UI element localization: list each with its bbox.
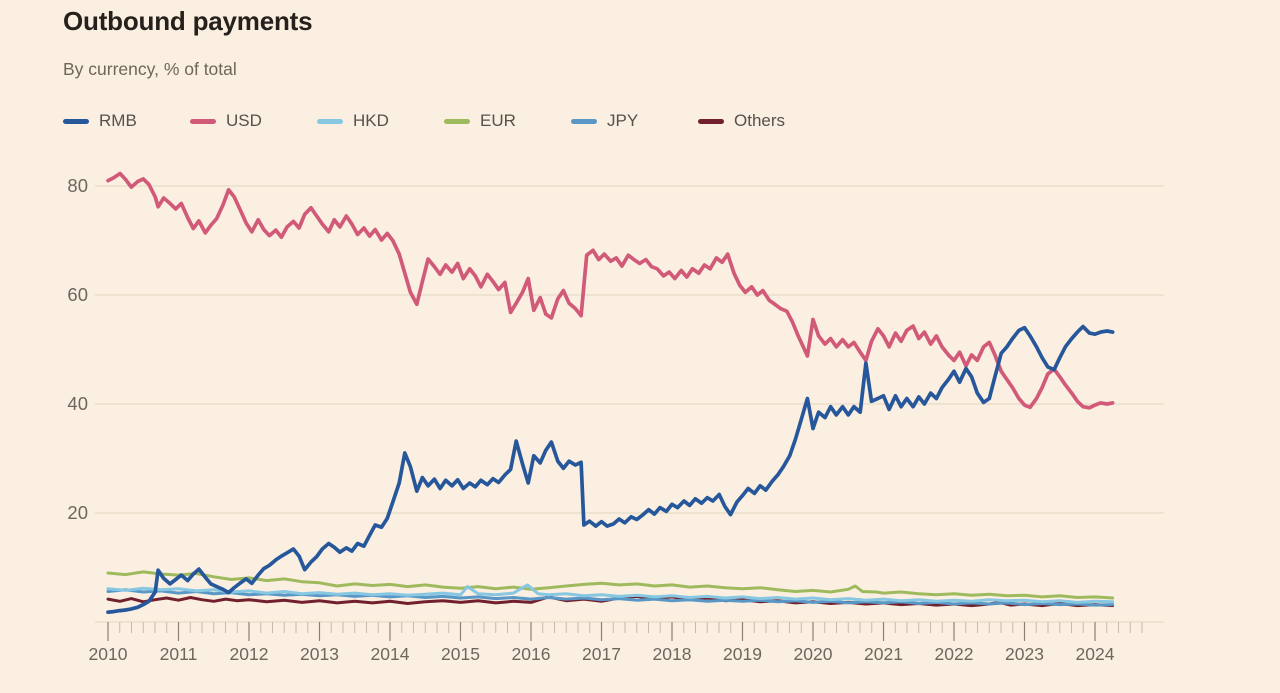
legend-label-hkd: HKD — [353, 111, 389, 130]
legend-label-usd: USD — [226, 111, 262, 130]
series-line-rmb — [106, 324, 1115, 615]
legend-label-rmb: RMB — [99, 111, 137, 130]
y-axis-tick-label: 20 — [67, 502, 88, 523]
series-line-eur — [106, 570, 1115, 600]
x-axis-tick-label: 2013 — [300, 644, 339, 664]
chart-subtitle: By currency, % of total — [63, 59, 237, 79]
legend-swatch-hkd-icon — [317, 118, 343, 124]
x-axis-tick-label: 2024 — [1076, 644, 1115, 664]
legend-item-eur: EUR — [444, 110, 571, 132]
x-axis-tick-label: 2019 — [723, 644, 762, 664]
legend-swatch-rmb-icon — [63, 118, 89, 124]
y-axis-tick-label: 60 — [67, 284, 88, 305]
y-axis-tick-label: 40 — [67, 393, 88, 414]
x-axis-tick-label: 2021 — [864, 644, 903, 664]
legend-swatch-eur-icon — [444, 118, 470, 124]
x-axis-tick-label: 2010 — [89, 644, 128, 664]
x-axis-tick-label: 2014 — [371, 644, 410, 664]
y-axis-tick-label: 80 — [67, 175, 88, 196]
legend-label-eur: EUR — [480, 111, 516, 130]
legend-item-usd: USD — [190, 110, 317, 132]
x-axis-tick-label: 2018 — [653, 644, 692, 664]
x-axis-tick-label: 2023 — [1005, 644, 1044, 664]
x-axis-tick-label: 2012 — [230, 644, 269, 664]
legend-swatch-jpy-icon — [571, 118, 597, 124]
x-axis-tick-label: 2022 — [935, 644, 974, 664]
series-line-jpy — [106, 588, 1115, 607]
legend-item-jpy: JPY — [571, 110, 698, 132]
chart-legend: RMB USD HKD EUR JPY Others — [63, 110, 785, 132]
legend-label-jpy: JPY — [607, 111, 639, 130]
legend-item-rmb: RMB — [63, 110, 190, 132]
legend-item-hkd: HKD — [317, 110, 444, 132]
legend-swatch-usd-icon — [190, 118, 216, 124]
x-axis-tick-label: 2016 — [512, 644, 551, 664]
legend-label-others: Others — [734, 111, 786, 130]
legend-item-others: Others — [698, 110, 785, 132]
x-axis-tick-label: 2020 — [794, 644, 833, 664]
series-line-hkd — [106, 583, 1115, 604]
legend-swatch-others-icon — [698, 118, 724, 124]
x-axis-tick-label: 2017 — [582, 644, 621, 664]
x-axis-tick-label: 2015 — [441, 644, 480, 664]
x-axis-tick-label: 2011 — [160, 644, 198, 664]
chart-title: Outbound payments — [63, 6, 313, 36]
series-line-usd — [106, 171, 1115, 410]
